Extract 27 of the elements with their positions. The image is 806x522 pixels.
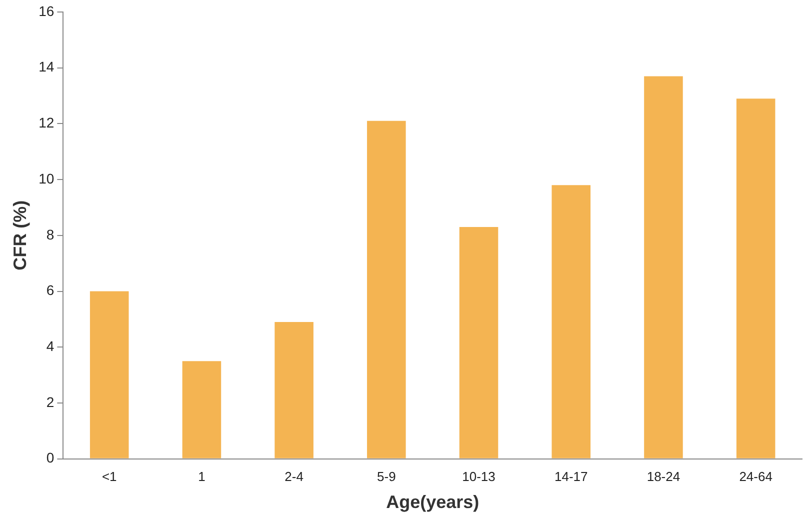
bar bbox=[552, 185, 591, 458]
bar bbox=[274, 322, 314, 458]
y-tick-label: 10 bbox=[38, 170, 54, 186]
x-tick-label: 24-64 bbox=[739, 469, 772, 484]
y-axis-title: CFR (%) bbox=[10, 200, 30, 270]
x-tick-label: 18-24 bbox=[646, 469, 680, 484]
bar bbox=[367, 120, 406, 458]
x-tick-label: 14-17 bbox=[554, 469, 588, 484]
x-tick-label: 10-13 bbox=[462, 469, 496, 484]
x-tick-label: 5-9 bbox=[377, 469, 396, 484]
x-axis-title: Age(years) bbox=[386, 492, 480, 512]
bar bbox=[90, 291, 129, 458]
x-tick-label: <1 bbox=[102, 469, 117, 484]
x-tick-label: 1 bbox=[198, 469, 206, 484]
y-tick-label: 8 bbox=[46, 226, 54, 242]
y-tick-label: 14 bbox=[38, 58, 54, 75]
y-tick-label: 4 bbox=[46, 338, 54, 354]
y-tick-label: 16 bbox=[38, 2, 54, 19]
x-tick-label: 2-4 bbox=[284, 469, 304, 484]
y-tick-label: 12 bbox=[38, 114, 54, 131]
bar bbox=[459, 227, 498, 458]
y-tick-label: 0 bbox=[46, 450, 54, 466]
bar bbox=[182, 361, 222, 458]
bar bbox=[644, 76, 683, 458]
y-tick-label: 6 bbox=[46, 282, 54, 298]
bar bbox=[736, 98, 776, 458]
y-tick-label: 2 bbox=[46, 394, 54, 410]
